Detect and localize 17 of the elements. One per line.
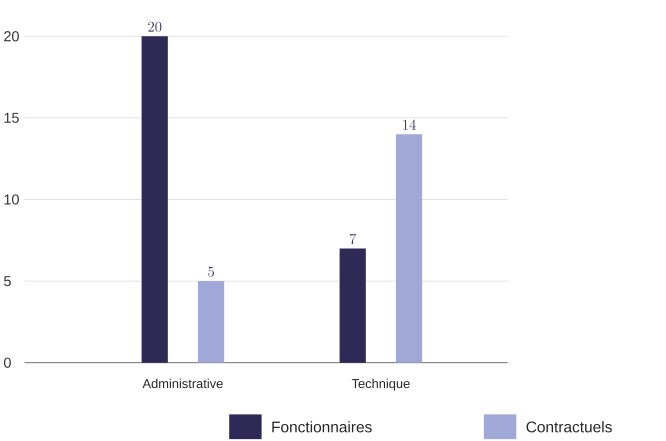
x-tick-label: Technique <box>352 378 410 391</box>
bar <box>396 134 422 363</box>
bar <box>142 36 168 363</box>
data-label: 20 <box>148 22 162 32</box>
y-tick-label: 10 <box>4 194 19 205</box>
y-tick-label: 15 <box>4 113 19 124</box>
x-tick-label: Administrative <box>142 378 223 388</box>
y-tick-label: 0 <box>4 358 11 368</box>
data-label: 5 <box>208 266 214 277</box>
legend-label: Contractuels <box>526 421 612 433</box>
y-tick-label: 20 <box>4 31 19 42</box>
data-label: 14 <box>403 120 416 130</box>
data-label: 7 <box>350 234 356 244</box>
bar <box>198 281 224 363</box>
legend-label: Fonctionnaires <box>272 421 372 433</box>
y-tick-label: 5 <box>4 276 11 286</box>
bar <box>340 248 366 363</box>
